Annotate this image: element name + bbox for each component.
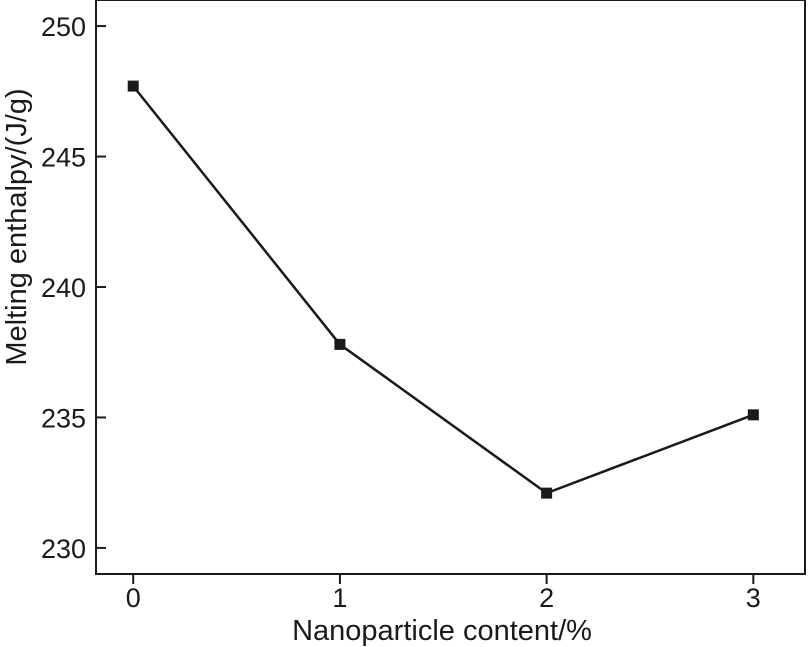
x-tick-label: 2: [539, 583, 554, 613]
plot-frame: [95, 0, 806, 575]
x-axis-ticks: 0 1 2 3: [126, 574, 761, 613]
data-point-marker: [541, 487, 553, 499]
data-point-marker: [127, 80, 139, 92]
y-tick-label: 240: [41, 273, 86, 303]
x-tick-label: 1: [332, 583, 347, 613]
data-point-marker: [747, 409, 759, 421]
y-tick-label: 235: [41, 403, 86, 433]
series-line: [132, 85, 754, 495]
y-tick-label: 250: [41, 12, 86, 42]
x-axis-label: Nanoparticle content/%: [292, 615, 592, 647]
data-point-marker: [334, 338, 346, 350]
y-axis-label: Melting enthalpy/(J/g): [1, 88, 33, 365]
y-axis-ticks: 230 235 240 245 250: [41, 12, 106, 564]
series-group: [127, 80, 759, 499]
x-tick-label: 0: [126, 583, 141, 613]
x-tick-label: 3: [746, 583, 761, 613]
y-tick-label: 230: [41, 534, 86, 564]
y-tick-label: 245: [41, 143, 86, 173]
